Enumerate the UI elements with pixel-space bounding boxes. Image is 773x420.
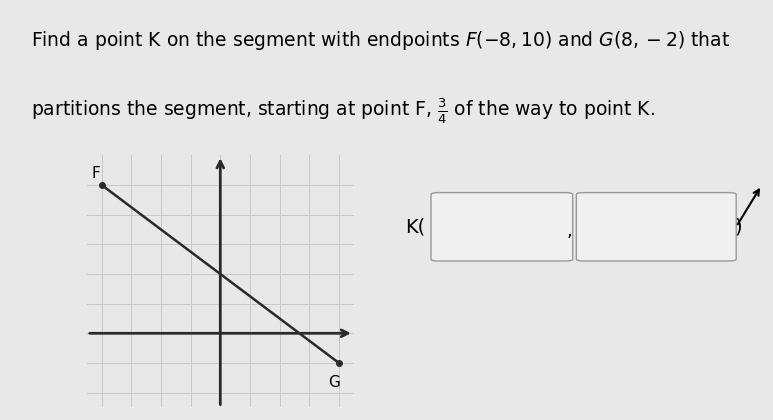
Text: K(: K( xyxy=(406,217,426,236)
Text: Find a point K on the segment with endpoints $F(-8, 10)$ and $G(8, -2)$ that: Find a point K on the segment with endpo… xyxy=(31,29,730,52)
Text: ,: , xyxy=(567,223,573,240)
Text: ): ) xyxy=(734,217,742,236)
FancyBboxPatch shape xyxy=(431,193,573,261)
Text: F: F xyxy=(91,165,100,181)
Text: partitions the segment, starting at point F, $\frac{3}{4}$ of the way to point K: partitions the segment, starting at poin… xyxy=(31,97,655,126)
FancyBboxPatch shape xyxy=(577,193,736,261)
Text: G: G xyxy=(329,375,340,390)
